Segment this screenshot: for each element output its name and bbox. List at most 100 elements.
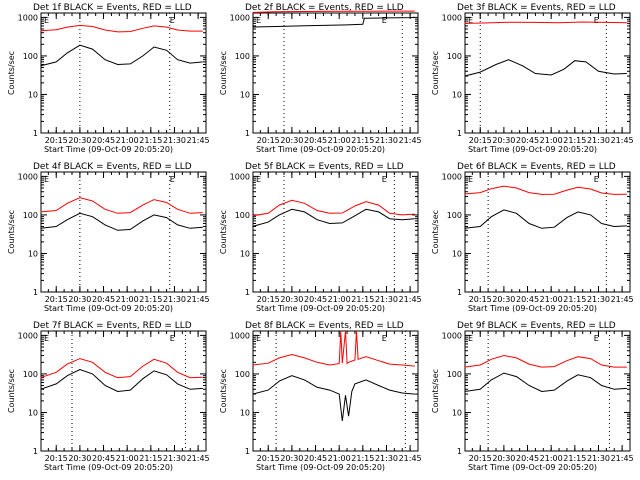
x-tick-label: 21:15 (351, 136, 374, 145)
x-tick-label: 21:00 (116, 136, 139, 145)
panel-title: Det 6f BLACK = Events, RED = LLD (457, 162, 616, 172)
x-tick-label: 21:30 (375, 136, 398, 145)
y-axis-label: Counts/sec (219, 51, 228, 95)
panel-1: Det 1f BLACK = Events, RED = LLD 1 10 100 10… (7, 3, 210, 154)
lld-series-line (464, 21, 627, 24)
y-tick-label: 10 (452, 408, 462, 417)
event-marker-label: E (256, 175, 261, 184)
x-tick-label: 21:00 (328, 295, 351, 304)
y-tick-label: 1 (457, 447, 462, 456)
x-axis-label: Start Time (09-Oct-09 20:05:20) (468, 463, 597, 472)
y-tick-label: 10 (452, 249, 462, 258)
x-axis-label: Start Time (09-Oct-09 20:05:20) (44, 304, 173, 313)
y-axis-label: Counts/sec (219, 369, 228, 413)
events-series-line (464, 209, 627, 229)
x-tick-label: 20:45 (516, 295, 539, 304)
x-tick-label: 20:45 (304, 295, 327, 304)
y-tick-label: 1 (33, 447, 38, 456)
y-tick-label: 1 (457, 129, 462, 138)
lld-series-line (40, 24, 203, 33)
y-tick-label: 10 (240, 90, 250, 99)
x-tick-label: 20:45 (92, 136, 115, 145)
panel-8: Det 8f BLACK = Events, RED = LLD 1 10 100 10… (219, 321, 422, 472)
x-tick-label: 21:15 (139, 136, 162, 145)
x-tick-label: 20:30 (280, 136, 303, 145)
x-tick-label: 21:30 (375, 295, 398, 304)
x-tick-label: 20:15 (469, 454, 492, 463)
events-series-line (464, 59, 627, 77)
plot-frame (464, 171, 631, 293)
events-series-line (40, 44, 203, 67)
event-marker-label: E (594, 16, 599, 25)
x-tick-label: 20:45 (304, 454, 327, 463)
panel-2: Det 2f BLACK = Events, RED = LLD 1 10 100 10… (219, 3, 422, 154)
event-marker-label: E (468, 16, 473, 25)
event-marker-label: E (170, 334, 175, 343)
x-tick-label: 21:30 (587, 295, 610, 304)
lld-series-line (252, 10, 415, 13)
event-marker-label: E (382, 175, 387, 184)
plot-frame (252, 12, 419, 134)
x-axis-label: Start Time (09-Oct-09 20:05:20) (44, 463, 173, 472)
x-tick-label: 20:15 (469, 136, 492, 145)
lld-series-line (464, 354, 627, 368)
x-tick-label: 20:30 (68, 295, 91, 304)
x-tick-label: 21:45 (611, 295, 634, 304)
y-tick-label: 100 (23, 211, 38, 220)
x-tick-label: 21:45 (399, 454, 422, 463)
events-series-line (464, 372, 627, 393)
y-tick-label: 100 (447, 52, 462, 61)
y-tick-label: 1 (245, 288, 250, 297)
lld-series-line (40, 358, 203, 379)
panel-4: Det 4f BLACK = Events, RED = LLD 1 10 100 10… (7, 162, 210, 313)
x-tick-label: 21:00 (328, 454, 351, 463)
y-tick-label: 1000 (18, 331, 38, 340)
y-tick-label: 1 (457, 288, 462, 297)
x-tick-label: 21:15 (139, 295, 162, 304)
plot-frame (40, 12, 207, 134)
y-tick-label: 1000 (442, 331, 462, 340)
y-tick-label: 1 (245, 447, 250, 456)
panel-title: Det 2f BLACK = Events, RED = LLD (245, 3, 404, 13)
y-tick-label: 100 (23, 52, 38, 61)
x-tick-label: 21:30 (163, 454, 186, 463)
y-tick-label: 100 (447, 211, 462, 220)
x-tick-label: 21:30 (163, 295, 186, 304)
x-tick-label: 21:15 (351, 454, 374, 463)
x-tick-label: 20:30 (280, 454, 303, 463)
x-tick-label: 21:15 (563, 295, 586, 304)
panel-title: Det 9f BLACK = Events, RED = LLD (457, 321, 616, 331)
event-marker-label: E (256, 16, 261, 25)
event-marker-label: E (594, 334, 599, 343)
y-tick-label: 10 (28, 408, 38, 417)
y-tick-label: 10 (28, 90, 38, 99)
x-tick-label: 21:15 (563, 136, 586, 145)
panel-title: Det 5f BLACK = Events, RED = LLD (245, 162, 404, 172)
y-axis-label: Counts/sec (431, 51, 440, 95)
plot-frame (464, 12, 631, 134)
x-tick-label: 21:45 (611, 136, 634, 145)
x-tick-label: 21:00 (540, 454, 563, 463)
x-tick-label: 20:15 (45, 454, 68, 463)
y-tick-label: 1000 (442, 13, 462, 22)
y-tick-label: 100 (235, 370, 250, 379)
x-tick-label: 21:00 (328, 136, 351, 145)
x-tick-label: 20:30 (492, 454, 515, 463)
y-tick-label: 1 (33, 288, 38, 297)
x-tick-label: 21:45 (187, 136, 210, 145)
y-tick-label: 1 (33, 129, 38, 138)
x-axis-label: Start Time (09-Oct-09 20:05:20) (468, 304, 597, 313)
x-tick-label: 20:30 (492, 136, 515, 145)
x-tick-label: 21:15 (139, 454, 162, 463)
panel-title: Det 3f BLACK = Events, RED = LLD (457, 3, 616, 13)
plot-frame (252, 330, 419, 452)
x-axis-label: Start Time (09-Oct-09 20:05:20) (256, 463, 385, 472)
x-tick-label: 21:00 (116, 295, 139, 304)
event-marker-label: E (468, 334, 473, 343)
event-marker-label: E (256, 334, 261, 343)
event-marker-label: E (382, 334, 387, 343)
x-tick-label: 21:45 (187, 295, 210, 304)
x-axis-label: Start Time (09-Oct-09 20:05:20) (44, 145, 173, 154)
